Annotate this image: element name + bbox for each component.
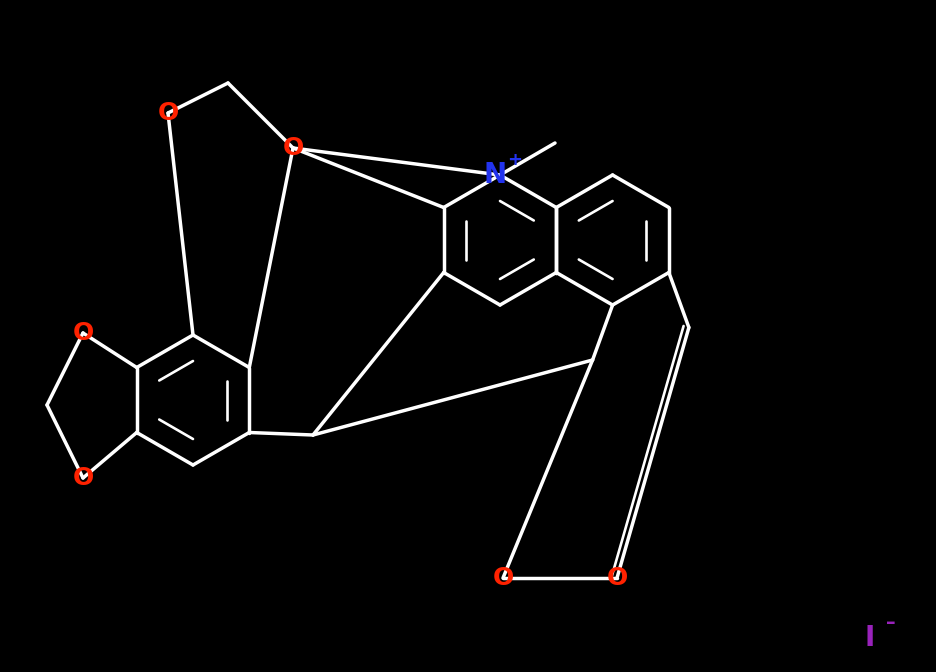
Text: +: + bbox=[507, 151, 522, 169]
Text: O: O bbox=[282, 136, 303, 160]
Text: N: N bbox=[483, 161, 506, 189]
Text: I: I bbox=[864, 624, 874, 652]
Text: O: O bbox=[491, 566, 513, 590]
Text: O: O bbox=[72, 321, 94, 345]
Text: O: O bbox=[606, 566, 627, 590]
Text: O: O bbox=[72, 466, 94, 490]
Text: O: O bbox=[157, 101, 179, 125]
Text: –: – bbox=[885, 612, 895, 632]
